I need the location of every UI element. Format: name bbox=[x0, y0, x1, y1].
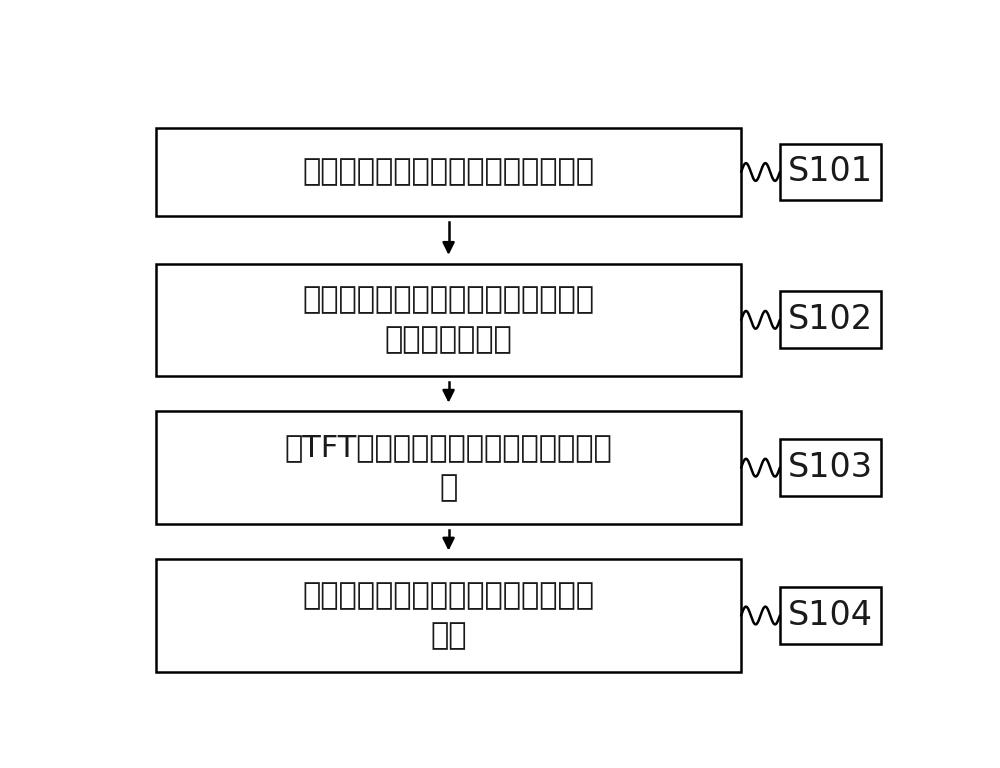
FancyBboxPatch shape bbox=[156, 412, 741, 524]
FancyBboxPatch shape bbox=[780, 439, 881, 496]
Text: S102: S102 bbox=[788, 303, 873, 336]
FancyBboxPatch shape bbox=[156, 127, 741, 217]
FancyBboxPatch shape bbox=[780, 144, 881, 200]
FancyBboxPatch shape bbox=[780, 587, 881, 644]
Text: 对两性金属层掩膜进行碱性溶液湿法
刻蚀: 对两性金属层掩膜进行碱性溶液湿法 刻蚀 bbox=[303, 581, 595, 650]
FancyBboxPatch shape bbox=[780, 291, 881, 348]
Text: S103: S103 bbox=[788, 451, 873, 484]
Text: 在层间绝缘层上沉积两性金属层掩膜: 在层间绝缘层上沉积两性金属层掩膜 bbox=[303, 157, 595, 187]
Text: 在TFT基板上进行第二干法刻蚀形成过
孔: 在TFT基板上进行第二干法刻蚀形成过 孔 bbox=[285, 433, 612, 502]
Text: 对两性金属层掩膜进行第一干法刻蚀
得到过孔的图形: 对两性金属层掩膜进行第一干法刻蚀 得到过孔的图形 bbox=[303, 285, 595, 355]
FancyBboxPatch shape bbox=[156, 559, 741, 672]
Text: S101: S101 bbox=[788, 155, 873, 188]
FancyBboxPatch shape bbox=[156, 263, 741, 376]
Text: S104: S104 bbox=[788, 599, 873, 632]
